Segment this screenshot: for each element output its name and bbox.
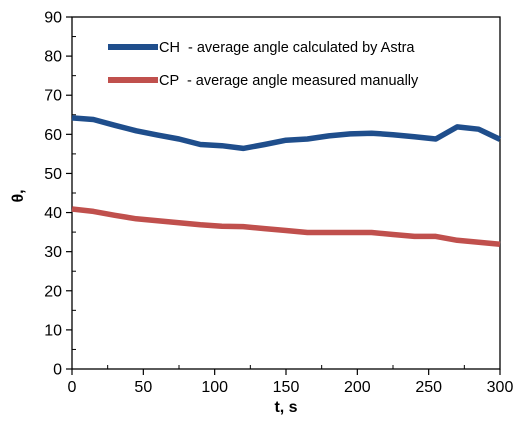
series-layer — [71, 115, 502, 247]
legend-label: CP - average angle measured manually — [159, 73, 419, 89]
x-tick-label: 150 — [273, 379, 300, 396]
y-tick-label: 0 — [53, 362, 62, 379]
y-tick-label: 60 — [44, 127, 62, 144]
x-tick-label: 50 — [134, 379, 152, 396]
series-line-ch — [71, 115, 502, 152]
y-tick-label: 20 — [44, 283, 62, 300]
x-tick-label: 100 — [201, 379, 228, 396]
y-tick-label: 90 — [44, 10, 62, 27]
y-tick-label: 10 — [44, 322, 62, 339]
legend-label: CH - average angle calculated by Astra — [159, 40, 415, 56]
x-axis-title: t, s — [274, 399, 297, 416]
y-tick-label: 70 — [44, 88, 62, 105]
y-tick-label: 30 — [44, 244, 62, 261]
series-line-cp — [71, 206, 501, 247]
x-tick-label: 250 — [415, 379, 442, 396]
y-tick-label: 40 — [44, 205, 62, 222]
axes: 0 10 20 30 40 50 60 70 80 90 0 50 100 150 200 250 300 — [44, 10, 513, 397]
x-tick-label: 200 — [344, 379, 371, 396]
y-axis-title: θ, — [10, 189, 27, 202]
x-tick-label: 300 — [487, 379, 514, 396]
x-tick-label: 0 — [68, 379, 77, 396]
y-tick-label: 50 — [44, 166, 62, 183]
legend: CH - average angle calculated by Astra CP… — [108, 40, 419, 89]
y-tick-label: 80 — [44, 49, 62, 66]
plot-frame — [71, 16, 501, 370]
